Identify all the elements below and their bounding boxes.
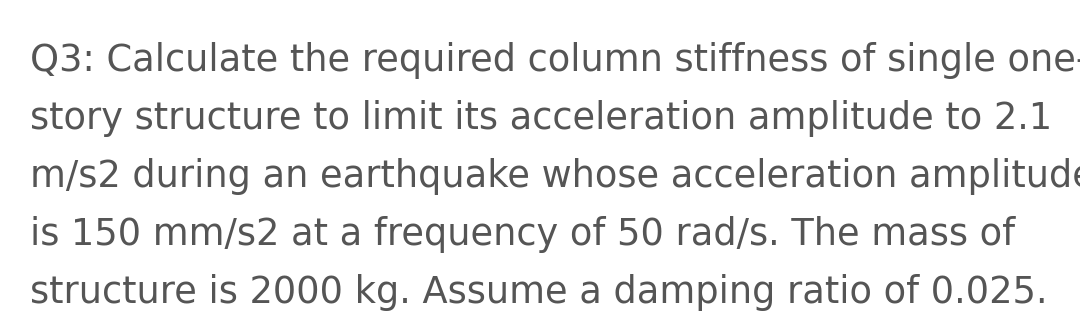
Text: story structure to limit its acceleration amplitude to 2.1: story structure to limit its acceleratio…	[30, 100, 1052, 137]
Text: m/s2 during an earthquake whose acceleration amplitude: m/s2 during an earthquake whose accelera…	[30, 158, 1080, 195]
Text: Q3: Calculate the required column stiffness of single one-: Q3: Calculate the required column stiffn…	[30, 42, 1080, 79]
Text: is 150 mm/s2 at a frequency of 50 rad/s. The mass of: is 150 mm/s2 at a frequency of 50 rad/s.…	[30, 216, 1015, 253]
Text: structure is 2000 kg. Assume a damping ratio of 0.025.: structure is 2000 kg. Assume a damping r…	[30, 274, 1048, 311]
